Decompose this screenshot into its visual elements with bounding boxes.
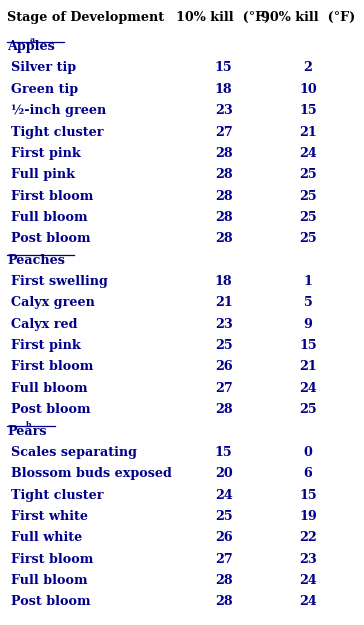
Text: 26: 26 (215, 531, 233, 544)
Text: First swelling: First swelling (11, 275, 107, 288)
Text: 25: 25 (299, 189, 317, 202)
Text: 6: 6 (304, 468, 313, 480)
Text: 21: 21 (215, 296, 233, 309)
Text: 27: 27 (215, 552, 233, 566)
Text: 5: 5 (304, 296, 313, 309)
Text: 25: 25 (299, 211, 317, 224)
Text: Full bloom: Full bloom (11, 211, 87, 224)
Text: Apples: Apples (7, 40, 55, 53)
Text: 15: 15 (215, 446, 233, 459)
Text: 20: 20 (215, 468, 233, 480)
Text: 15: 15 (215, 61, 233, 74)
Text: Post bloom: Post bloom (11, 596, 90, 608)
Text: 18: 18 (215, 82, 233, 96)
Text: Blossom buds exposed: Blossom buds exposed (11, 468, 171, 480)
Text: ½-inch green: ½-inch green (11, 104, 106, 117)
Text: Calyx green: Calyx green (11, 296, 94, 309)
Text: 24: 24 (299, 147, 317, 160)
Text: Calyx red: Calyx red (11, 318, 77, 331)
Text: 28: 28 (215, 168, 233, 181)
Text: 28: 28 (215, 189, 233, 202)
Text: 28: 28 (215, 596, 233, 608)
Text: 21: 21 (299, 361, 317, 374)
Text: 28: 28 (215, 147, 233, 160)
Text: 28: 28 (215, 232, 233, 246)
Text: First bloom: First bloom (11, 361, 93, 374)
Text: 24: 24 (299, 574, 317, 587)
Text: Post bloom: Post bloom (11, 403, 90, 416)
Text: 21: 21 (299, 126, 317, 139)
Text: 24: 24 (299, 382, 317, 395)
Text: 23: 23 (299, 552, 317, 566)
Text: Green tip: Green tip (11, 82, 78, 96)
Text: Tight cluster: Tight cluster (11, 126, 103, 139)
Text: First bloom: First bloom (11, 189, 93, 202)
Text: First pink: First pink (11, 339, 80, 352)
Text: Silver tip: Silver tip (11, 61, 76, 74)
Text: 22: 22 (299, 531, 317, 544)
Text: 25: 25 (215, 510, 233, 523)
Text: 28: 28 (215, 211, 233, 224)
Text: 27: 27 (215, 382, 233, 395)
Text: 2: 2 (304, 61, 313, 74)
Text: 24: 24 (299, 596, 317, 608)
Text: Full bloom: Full bloom (11, 574, 87, 587)
Text: Peaches: Peaches (7, 254, 65, 267)
Text: 23: 23 (215, 104, 233, 117)
Text: 10: 10 (299, 82, 317, 96)
Text: b: b (26, 421, 32, 429)
Text: Stage of Development: Stage of Development (7, 11, 164, 24)
Text: Pears: Pears (7, 424, 47, 438)
Text: 9: 9 (304, 318, 313, 331)
Text: First white: First white (11, 510, 88, 523)
Text: First bloom: First bloom (11, 552, 93, 566)
Text: 10% kill  (°F): 10% kill (°F) (177, 11, 271, 24)
Text: 0: 0 (304, 446, 313, 459)
Text: First pink: First pink (11, 147, 80, 160)
Text: Full pink: Full pink (11, 168, 75, 181)
Text: Post bloom: Post bloom (11, 232, 90, 246)
Text: 90% kill  (°F): 90% kill (°F) (261, 11, 355, 24)
Text: 1: 1 (304, 275, 313, 288)
Text: 25: 25 (299, 403, 317, 416)
Text: Tight cluster: Tight cluster (11, 489, 103, 502)
Text: 23: 23 (215, 318, 233, 331)
Text: 25: 25 (299, 232, 317, 246)
Text: 25: 25 (299, 168, 317, 181)
Text: 28: 28 (215, 403, 233, 416)
Text: 15: 15 (299, 489, 317, 502)
Text: 28: 28 (215, 574, 233, 587)
Text: 15: 15 (299, 104, 317, 117)
Text: 25: 25 (215, 339, 233, 352)
Text: 27: 27 (215, 126, 233, 139)
Text: Full white: Full white (11, 531, 82, 544)
Text: 15: 15 (299, 339, 317, 352)
Text: 24: 24 (215, 489, 233, 502)
Text: Scales separating: Scales separating (11, 446, 136, 459)
Text: 18: 18 (215, 275, 233, 288)
Text: 26: 26 (215, 361, 233, 374)
Text: Full bloom: Full bloom (11, 382, 87, 395)
Text: a: a (30, 36, 35, 44)
Text: 19: 19 (299, 510, 317, 523)
